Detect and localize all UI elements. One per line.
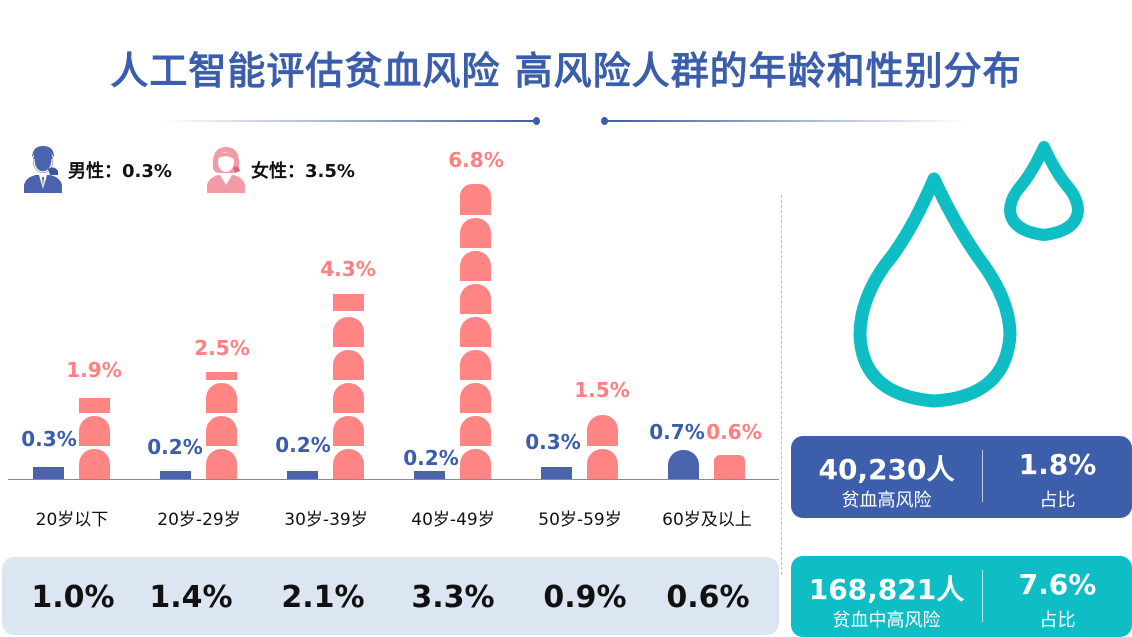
section-divider	[781, 195, 782, 575]
bar-male-40-49	[414, 471, 445, 479]
bar-male-60-plus	[668, 450, 699, 479]
value-label-male: 0.2%	[275, 433, 331, 457]
bar-female-50-59	[587, 415, 618, 479]
total-value: 0.9%	[543, 580, 627, 615]
bar-male-under20	[33, 467, 64, 479]
value-label-female: 4.3%	[320, 257, 376, 281]
total-value: 1.0%	[31, 580, 115, 615]
legend-female-label: 女性：3.5%	[251, 161, 355, 182]
card-separator	[982, 570, 983, 622]
title-divider-dot-right	[601, 117, 608, 125]
bar-female-under20	[79, 398, 110, 479]
bar-male-20-29	[160, 471, 191, 479]
bar-female-20-29	[206, 372, 237, 479]
total-value: 0.6%	[666, 580, 750, 615]
value-label-female: 1.9%	[66, 358, 122, 382]
high-risk-count-label: 贫血高风险	[841, 490, 932, 511]
title-divider-left	[160, 120, 535, 122]
mid-high-risk-card: 168,821人 贫血中高风险 7.6% 占比	[791, 556, 1132, 637]
high-risk-ratio-label: 占比	[1039, 490, 1076, 511]
page-title: 人工智能评估贫血风险 高风险人群的年龄和性别分布	[110, 49, 1022, 93]
high-risk-count: 40,230人	[818, 453, 955, 486]
value-label-female: 0.6%	[706, 420, 762, 444]
value-label-female: 1.5%	[574, 378, 630, 402]
bar-male-30-39	[287, 471, 318, 479]
mid-high-risk-count-label: 贫血中高风险	[832, 610, 941, 631]
totals-row: 1.0% 1.4% 2.1% 3.3% 0.9% 0.6%	[2, 557, 779, 635]
category-label: 20岁以下	[35, 510, 109, 530]
value-label-female: 2.5%	[194, 336, 250, 360]
legend-male: 男性：0.3%	[20, 145, 172, 195]
high-risk-card: 40,230人 贫血高风险 1.8% 占比	[791, 436, 1132, 518]
high-risk-ratio: 1.8%	[1018, 448, 1097, 481]
value-label-male: 0.2%	[147, 435, 203, 459]
mid-high-risk-ratio-label: 占比	[1039, 610, 1076, 631]
value-label-male: 0.3%	[21, 427, 77, 451]
bar-female-40-49	[460, 184, 491, 479]
category-label: 40岁-49岁	[411, 510, 495, 530]
category-label: 30岁-39岁	[284, 510, 368, 530]
total-value: 3.3%	[411, 580, 495, 615]
legend-male-label: 男性：0.3%	[68, 161, 172, 182]
bar-female-60-plus	[714, 455, 745, 479]
value-label-female: 6.8%	[448, 148, 504, 172]
male-person-icon	[20, 143, 66, 197]
bar-male-50-59	[541, 467, 572, 479]
total-value: 2.1%	[281, 580, 365, 615]
value-label-male: 0.7%	[649, 420, 705, 444]
value-label-male: 0.2%	[403, 446, 459, 470]
card-separator	[982, 450, 983, 502]
mid-high-risk-count: 168,821人	[808, 573, 965, 606]
category-label: 20岁-29岁	[157, 510, 241, 530]
value-label-male: 0.3%	[525, 430, 581, 454]
x-axis-baseline	[8, 479, 779, 480]
age-gender-pictograph-chart: 0.3% 1.9% 20岁以下 0.2% 2.5% 20岁-29岁 0.2% 4…	[0, 140, 790, 540]
mid-high-risk-ratio: 7.6%	[1018, 568, 1097, 601]
legend-female: 女性：3.5%	[203, 145, 355, 195]
category-label: 60岁及以上	[662, 510, 752, 530]
water-drops-icon	[840, 135, 1100, 419]
total-value: 1.4%	[149, 580, 233, 615]
title-divider-right	[605, 120, 970, 122]
category-label: 50岁-59岁	[538, 510, 622, 530]
title-divider-dot-left	[533, 117, 540, 125]
bar-female-30-39	[333, 294, 364, 479]
female-person-icon	[203, 143, 249, 197]
